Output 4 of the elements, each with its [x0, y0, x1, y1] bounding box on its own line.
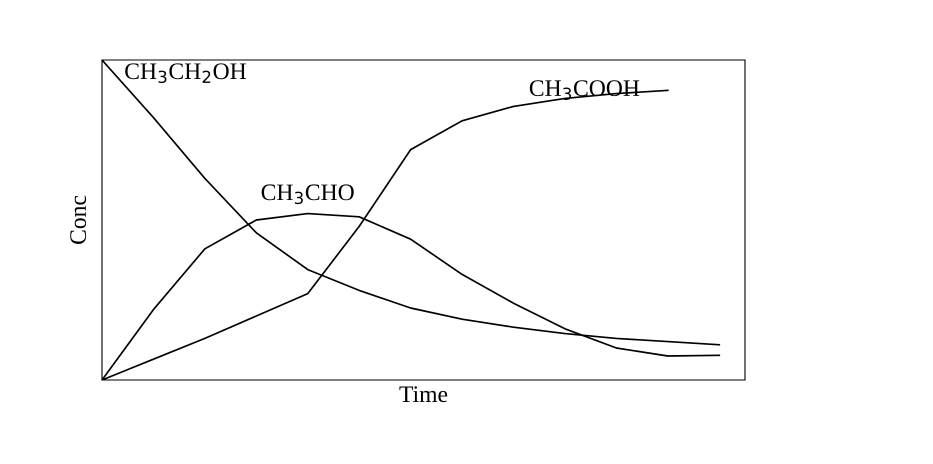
x-axis-title: Time	[399, 386, 448, 402]
series-label: CH$_{3}$CHO	[262, 184, 354, 204]
y-axis-title: Conc	[70, 196, 86, 244]
series-label: CH$_{3}$CH$_{2}$OH	[125, 63, 246, 84]
